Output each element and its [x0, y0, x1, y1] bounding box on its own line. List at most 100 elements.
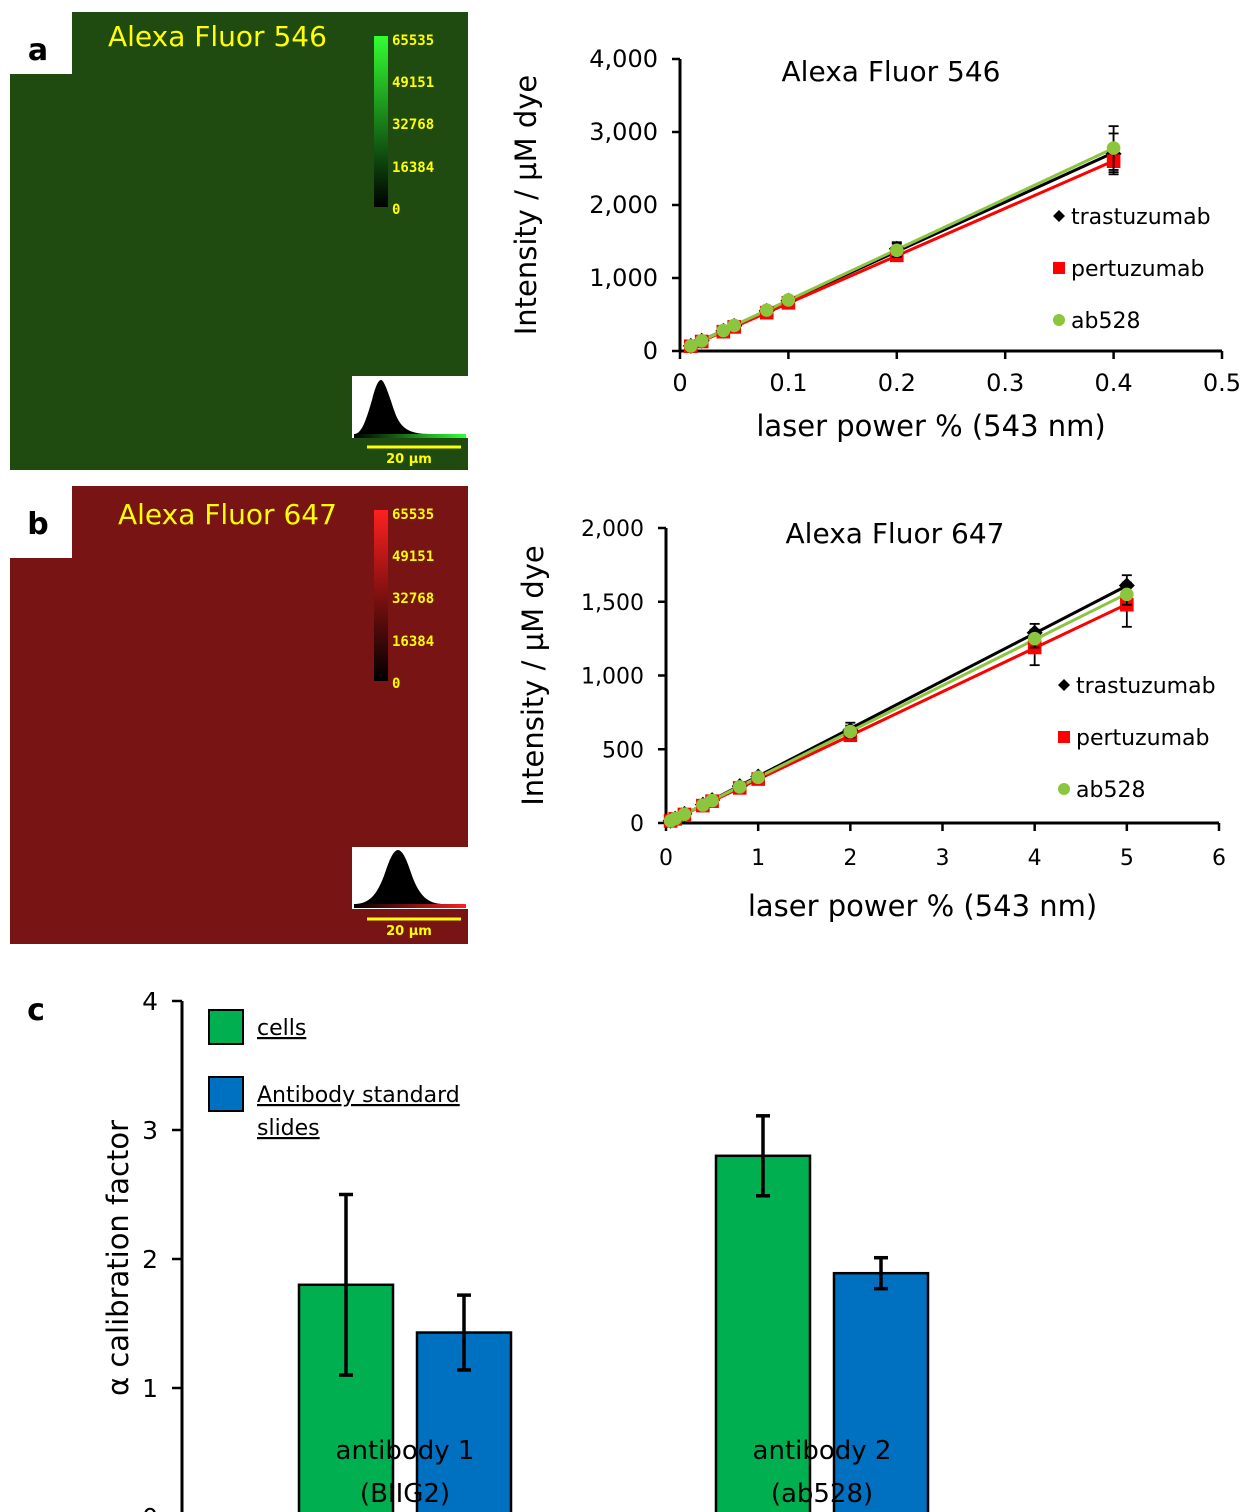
chart-a-x-tick-label: 0.4 — [1095, 369, 1133, 397]
chart-b-x-tick-label: 3 — [936, 846, 950, 871]
chart-a-x-axis-label: laser power % (543 nm) — [756, 409, 1105, 443]
panel-a-colorbar-tick-1: 65535 — [392, 33, 434, 49]
chart-a-point-ab528 — [716, 323, 731, 338]
chart-c-legend-swatch — [208, 1009, 244, 1045]
panel-a-label-box — [10, 12, 72, 74]
chart-a-x-tick-label: 0.1 — [769, 369, 807, 397]
panel-a-image-title: Alexa Fluor 546 — [108, 20, 327, 53]
panel-b-label: b — [27, 507, 48, 542]
panel-b-colorbar-tick-5: 0 — [392, 676, 400, 692]
panel-a-histogram-ramp — [354, 434, 466, 438]
chart-a-point-ab528 — [694, 333, 709, 348]
panel-b-scalebar-label: 20 µm — [386, 924, 432, 939]
chart-b-y-tick-label: 1,000 — [581, 665, 644, 690]
chart-b-point-ab528 — [732, 780, 747, 794]
chart-a-legend-marker-ab528 — [1053, 314, 1065, 326]
panel-b-colorbar — [374, 510, 388, 681]
panel-b-colorbar-tick-4: 16384 — [392, 634, 434, 650]
chart-c-bar-antibody-standard-slides — [832, 1271, 930, 1512]
chart-c-y-tick-label: 1 — [142, 1374, 158, 1403]
chart-b-point-ab528 — [677, 807, 692, 821]
chart-a-legend-marker-pertuzumab — [1053, 262, 1065, 274]
chart-c-category-label: (BIIG2) — [360, 1479, 450, 1509]
panel-a-colorbar-tick-5: 0 — [392, 202, 400, 218]
chart-b-x-tick-label: 6 — [1212, 846, 1226, 871]
chart-c-y-tick-label: 2 — [142, 1245, 158, 1274]
panel-b-colorbar-tick-3: 32768 — [392, 591, 434, 607]
panel-b-colorbar-tick-2: 49151 — [392, 549, 434, 565]
chart-b-trendline-ab528 — [669, 592, 1128, 823]
chart-b-x-axis-label: laser power % (543 nm) — [748, 889, 1097, 923]
panel-b-image: b Alexa Fluor 647 65535 49151 32768 1638… — [10, 486, 468, 944]
chart-c-legend-swatch — [208, 1076, 244, 1112]
panel-b-colorbar-tick-1: 65535 — [392, 507, 434, 523]
chart-c-bar-cells — [714, 1154, 812, 1512]
chart-c-legend-label: Antibody standard — [257, 1083, 460, 1108]
panel-a-label: a — [28, 33, 48, 68]
chart-a-y-tick-label: 1,000 — [589, 264, 658, 292]
chart-b-point-ab528 — [751, 770, 765, 785]
chart-a-y-axis-label: Intensity / µM dye — [509, 75, 543, 336]
panel-b-histogram-ramp — [354, 904, 466, 908]
chart-b-point-ab528 — [843, 724, 858, 739]
panel-a-histogram-curve — [354, 380, 466, 437]
panel-a-line-chart: 0 1,000 2,000 3,000 4,000 0 0.1 0.2 0.3 0.4 0.5 las… — [509, 45, 1241, 443]
chart-a-x-tick-label: 0.2 — [878, 369, 916, 397]
chart-c-y-tick-label: 4 — [142, 987, 158, 1016]
chart-b-legend-label-ab528: ab528 — [1076, 778, 1145, 803]
panel-a-colorbar-tick-3: 32768 — [392, 117, 434, 133]
panel-b-label-box — [10, 486, 72, 558]
panel-b-line-chart: 0 500 1,000 1,500 2,000 0 1 2 3 4 5 6 laser power % … — [516, 517, 1226, 923]
chart-c-legend-label: cells — [257, 1016, 306, 1041]
chart-a-chart-title: Alexa Fluor 546 — [782, 55, 1001, 88]
chart-b-point-ab528 — [705, 793, 719, 808]
chart-a-legend-label-ab528: ab528 — [1071, 309, 1140, 334]
chart-b-point-ab528 — [1027, 631, 1042, 646]
panel-c-label-group: c — [27, 993, 45, 1028]
chart-c-category-label: antibody 1 — [336, 1436, 475, 1466]
chart-a-point-ab528 — [1106, 141, 1121, 155]
panel-a-scalebar-label: 20 µm — [386, 452, 432, 467]
chart-a-point-ab528 — [759, 303, 774, 317]
chart-a-y-tick-label: 2,000 — [589, 191, 658, 219]
chart-b-legend-label-pertuzumab: pertuzumab — [1076, 726, 1209, 751]
chart-b-y-tick-label: 2,000 — [581, 517, 644, 542]
chart-a-point-ab528 — [781, 293, 796, 307]
chart-b-legend-marker-trastuzumab — [1058, 679, 1070, 691]
panel-c-label: c — [27, 993, 45, 1028]
panel-a-colorbar-tick-2: 49151 — [392, 75, 434, 91]
chart-a-legend-marker-trastuzumab — [1053, 210, 1065, 222]
chart-a-legend-label-trastuzumab: trastuzumab — [1071, 205, 1211, 230]
chart-b-legend-label-trastuzumab: trastuzumab — [1076, 674, 1216, 699]
panel-c-bar-chart: 0 1 2 3 4 α calibration factor antibody 1 (BIIG… — [101, 987, 930, 1512]
chart-b-legend-marker-pertuzumab — [1058, 731, 1070, 743]
chart-a-y-tick-label: 0 — [643, 337, 658, 365]
chart-b-y-tick-label: 1,500 — [581, 591, 644, 616]
panel-a-colorbar-tick-4: 16384 — [392, 160, 434, 176]
chart-b-y-tick-label: 500 — [602, 738, 644, 763]
chart-b-y-tick-label: 0 — [630, 812, 644, 837]
panel-a-image: a Alexa Fluor 546 65535 49151 32768 1638… — [10, 12, 468, 470]
chart-b-y-axis-label: Intensity / µM dye — [516, 545, 550, 806]
chart-a-y-tick-label: 3,000 — [589, 118, 658, 146]
chart-b-point-ab528 — [1120, 587, 1134, 602]
chart-c-y-axis-label: α calibration factor — [101, 1120, 135, 1396]
chart-a-legend-label-pertuzumab: pertuzumab — [1071, 257, 1204, 282]
chart-b-x-tick-label: 0 — [659, 846, 673, 871]
panel-b-histogram-curve — [354, 850, 466, 907]
chart-b-x-tick-label: 1 — [751, 846, 765, 871]
chart-c-category-label: (ab528) — [771, 1479, 873, 1509]
chart-b-x-tick-label: 4 — [1028, 846, 1042, 871]
panel-b-image-title: Alexa Fluor 647 — [118, 498, 337, 531]
chart-c-y-tick-label: 0 — [142, 1503, 158, 1512]
chart-a-x-tick-label: 0 — [672, 369, 687, 397]
chart-b-x-tick-label: 2 — [843, 846, 857, 871]
chart-b-legend-marker-ab528 — [1058, 783, 1070, 795]
chart-c-category-label: antibody 2 — [753, 1436, 892, 1466]
chart-a-y-tick-label: 4,000 — [589, 45, 658, 73]
chart-a-point-ab528 — [890, 243, 904, 258]
chart-c-y-tick-label: 3 — [142, 1116, 158, 1145]
chart-b-x-tick-label: 5 — [1120, 846, 1134, 871]
panel-a-colorbar — [374, 36, 388, 207]
